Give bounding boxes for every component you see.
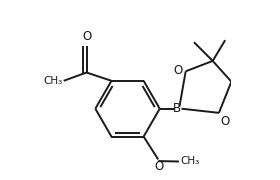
Text: O: O [154,160,163,174]
Text: B: B [173,102,181,115]
Text: O: O [82,30,91,43]
Text: O: O [220,114,229,127]
Text: CH₃: CH₃ [43,76,63,86]
Text: O: O [173,64,183,77]
Text: CH₃: CH₃ [180,156,199,166]
